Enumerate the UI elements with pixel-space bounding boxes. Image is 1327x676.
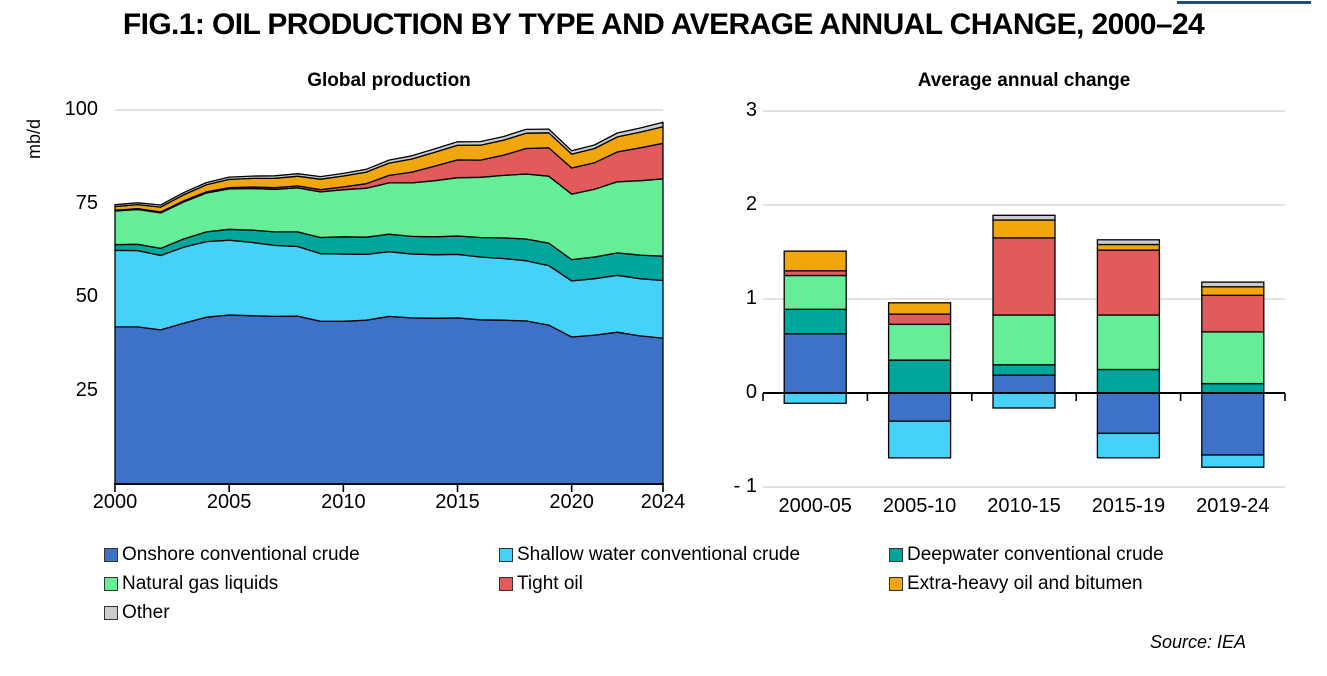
change-x-tick-label: 2010-15 bbox=[987, 495, 1061, 517]
bar-segment-extra-heavy-oil-and-bitumen bbox=[1096, 243, 1161, 251]
legend-swatch bbox=[499, 576, 513, 591]
bar-segment-deepwater-conventional-crude bbox=[1201, 382, 1265, 394]
change-x-tick-label: 2015-19 bbox=[1091, 495, 1166, 517]
legend-item-onshore-conventional-crude: Onshore conventional crude bbox=[104, 544, 499, 566]
bar-segment-tight-oil bbox=[1201, 294, 1265, 333]
legend-swatch bbox=[889, 576, 903, 591]
bar-segment-deepwater-conventional-crude bbox=[992, 364, 1056, 376]
bar-segment-extra-heavy-oil-and-bitumen bbox=[992, 219, 1056, 239]
bar-segment-extra-heavy-oil-and-bitumen bbox=[783, 250, 847, 272]
production-x-tick-label: 2020 bbox=[549, 491, 594, 513]
legend-label: Deepwater conventional crude bbox=[907, 543, 1164, 565]
legend-item-natural-gas-liquids: Natural gas liquids bbox=[104, 573, 499, 595]
change-y-tick-label: 1 bbox=[745, 287, 757, 309]
legend-swatch bbox=[889, 547, 903, 562]
bar-segment-other bbox=[1096, 239, 1161, 246]
bar-segment-tight-oil bbox=[887, 313, 952, 325]
production-x-tick-label: 2005 bbox=[206, 491, 252, 513]
legend-label: Shallow water conventional crude bbox=[517, 543, 801, 565]
legend-item-tight-oil: Tight oil bbox=[499, 573, 889, 595]
bar-segment-deepwater-conventional-crude bbox=[887, 359, 952, 394]
production-y-tick-label: 100 bbox=[64, 98, 98, 120]
production-x-tick-label: 2000 bbox=[92, 491, 138, 513]
change-y-tick-label: 3 bbox=[745, 99, 757, 121]
bar-segment-onshore-conventional-crude bbox=[1201, 392, 1265, 456]
legend: Onshore conventional crude Shallow water … bbox=[104, 540, 1294, 627]
legend-swatch bbox=[104, 547, 118, 562]
area-onshore-conventional-crude bbox=[114, 314, 664, 485]
change-x-tick-label: 2019-24 bbox=[1196, 495, 1270, 517]
change-y-tick-label: 2 bbox=[745, 193, 757, 215]
legend-label: Natural gas liquids bbox=[122, 572, 279, 594]
legend-label: Other bbox=[122, 601, 170, 623]
bar-segment-shallow-water-conventional-crude bbox=[887, 420, 952, 459]
bar-segment-shallow-water-conventional-crude bbox=[1096, 432, 1161, 459]
bar-segment-other bbox=[992, 214, 1056, 221]
production-chart-title: Global production bbox=[307, 70, 471, 91]
bar-segment-natural-gas-liquids bbox=[992, 314, 1056, 366]
production-x-tick-label: 2010 bbox=[321, 491, 366, 513]
production-y-tick-label: 75 bbox=[75, 191, 98, 214]
source-note: Source: IEA bbox=[1150, 632, 1247, 652]
change-x-tick-label: 2000-05 bbox=[778, 495, 852, 517]
legend-swatch bbox=[499, 547, 513, 562]
bar-segment-natural-gas-liquids bbox=[783, 274, 847, 310]
production-y-tick-label: 50 bbox=[75, 285, 98, 307]
bar-segment-natural-gas-liquids bbox=[887, 323, 952, 361]
bar-segment-deepwater-conventional-crude bbox=[783, 308, 847, 335]
figure-title: FIG.1: OIL PRODUCTION BY TYPE AND AVERAG… bbox=[122, 8, 1205, 41]
legend-label: Extra-heavy oil and bitumen bbox=[907, 572, 1143, 594]
legend-label: Onshore conventional crude bbox=[122, 543, 360, 565]
bar-segment-onshore-conventional-crude bbox=[992, 374, 1056, 394]
bar-segment-onshore-conventional-crude bbox=[1096, 392, 1161, 435]
bar-segment-extra-heavy-oil-and-bitumen bbox=[887, 302, 952, 315]
bar-segment-natural-gas-liquids bbox=[1201, 331, 1265, 385]
change-y-tick-label: - 1 bbox=[733, 475, 757, 497]
legend-swatch bbox=[104, 605, 118, 620]
bar-segment-shallow-water-conventional-crude bbox=[1201, 454, 1265, 468]
production-x-tick-label: 2015 bbox=[435, 491, 480, 513]
legend-label: Tight oil bbox=[517, 572, 583, 594]
bar-segment-other bbox=[1201, 281, 1265, 288]
top-accent-line bbox=[1177, 1, 1311, 4]
legend-swatch bbox=[104, 576, 118, 591]
legend-item-extra-heavy-oil-and-bitumen: Extra-heavy oil and bitumen bbox=[889, 573, 1294, 595]
legend-item-shallow-water-conventional-crude: Shallow water conventional crude bbox=[499, 544, 889, 566]
bar-segment-tight-oil bbox=[992, 237, 1056, 316]
bar-segment-shallow-water-conventional-crude bbox=[783, 392, 847, 404]
change-x-tick-label: 2005-10 bbox=[882, 495, 957, 517]
legend-item-deepwater-conventional-crude: Deepwater conventional crude bbox=[889, 544, 1294, 566]
area-other bbox=[114, 121, 664, 208]
bar-segment-extra-heavy-oil-and-bitumen bbox=[1201, 286, 1265, 296]
bar-segment-shallow-water-conventional-crude bbox=[992, 392, 1056, 409]
bar-segment-tight-oil bbox=[1096, 249, 1161, 316]
bar-segment-natural-gas-liquids bbox=[1096, 314, 1161, 371]
bar-segment-deepwater-conventional-crude bbox=[1096, 368, 1161, 394]
production-x-tick-label: 2024 bbox=[640, 491, 686, 513]
legend-item-other: Other bbox=[104, 602, 499, 624]
change-y-tick-label: 0 bbox=[745, 381, 757, 403]
production-y-tick-label: 25 bbox=[75, 378, 98, 401]
change-chart-title: Average annual change bbox=[917, 70, 1131, 91]
bar-segment-onshore-conventional-crude bbox=[783, 333, 847, 394]
bar-segment-onshore-conventional-crude bbox=[887, 392, 952, 422]
bar-segment-tight-oil bbox=[783, 270, 847, 277]
